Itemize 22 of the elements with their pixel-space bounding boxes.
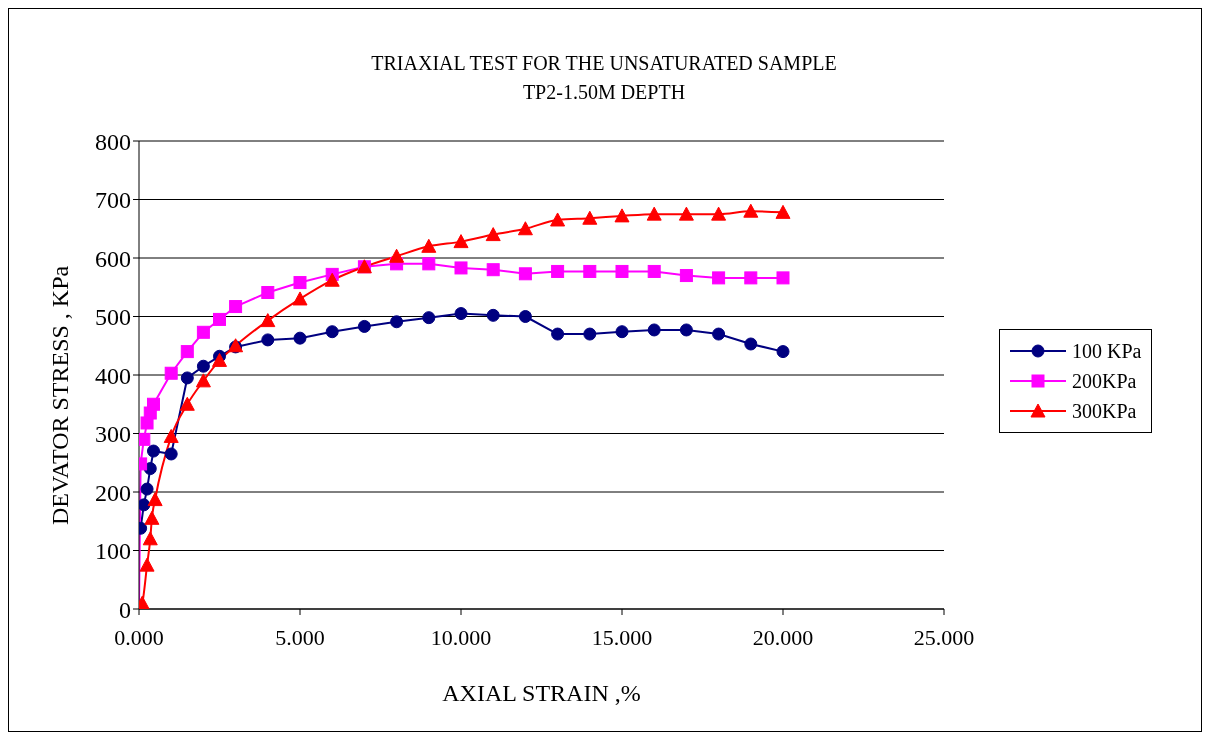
x-tick-label: 15.000: [591, 624, 653, 650]
x-tick-label: 10.000: [430, 624, 492, 650]
y-tick-label: 300: [95, 421, 131, 448]
y-axis-title: DEVATOR STRESS , KPa: [46, 265, 73, 525]
y-tick-label: 700: [95, 187, 131, 214]
x-tick-label: 0.000: [114, 624, 164, 650]
y-tick-label: 800: [95, 128, 131, 155]
legend-label: 100 KPa: [1072, 339, 1142, 363]
y-tick-label: 600: [95, 245, 131, 272]
x-tick-label: 25.000: [913, 624, 975, 650]
legend-label: 300KPa: [1072, 399, 1137, 423]
x-tick-label: 5.000: [275, 624, 325, 650]
y-tick-label: 200: [95, 479, 131, 506]
y-tick-label: 100: [95, 538, 131, 565]
chart-subtitle: TP2-1.50M DEPTH: [521, 80, 687, 105]
y-tick-label: 0: [119, 596, 131, 623]
y-tick-label: 500: [95, 304, 131, 331]
x-axis-title: AXIAL STRAIN ,%: [442, 680, 641, 706]
chart-title: TRIAXIAL TEST FOR THE UNSATURATED SAMPLE: [370, 51, 838, 76]
x-tick-label: 20.000: [752, 624, 814, 650]
y-tick-label: 400: [95, 362, 131, 389]
legend-label: 200KPa: [1072, 369, 1137, 393]
